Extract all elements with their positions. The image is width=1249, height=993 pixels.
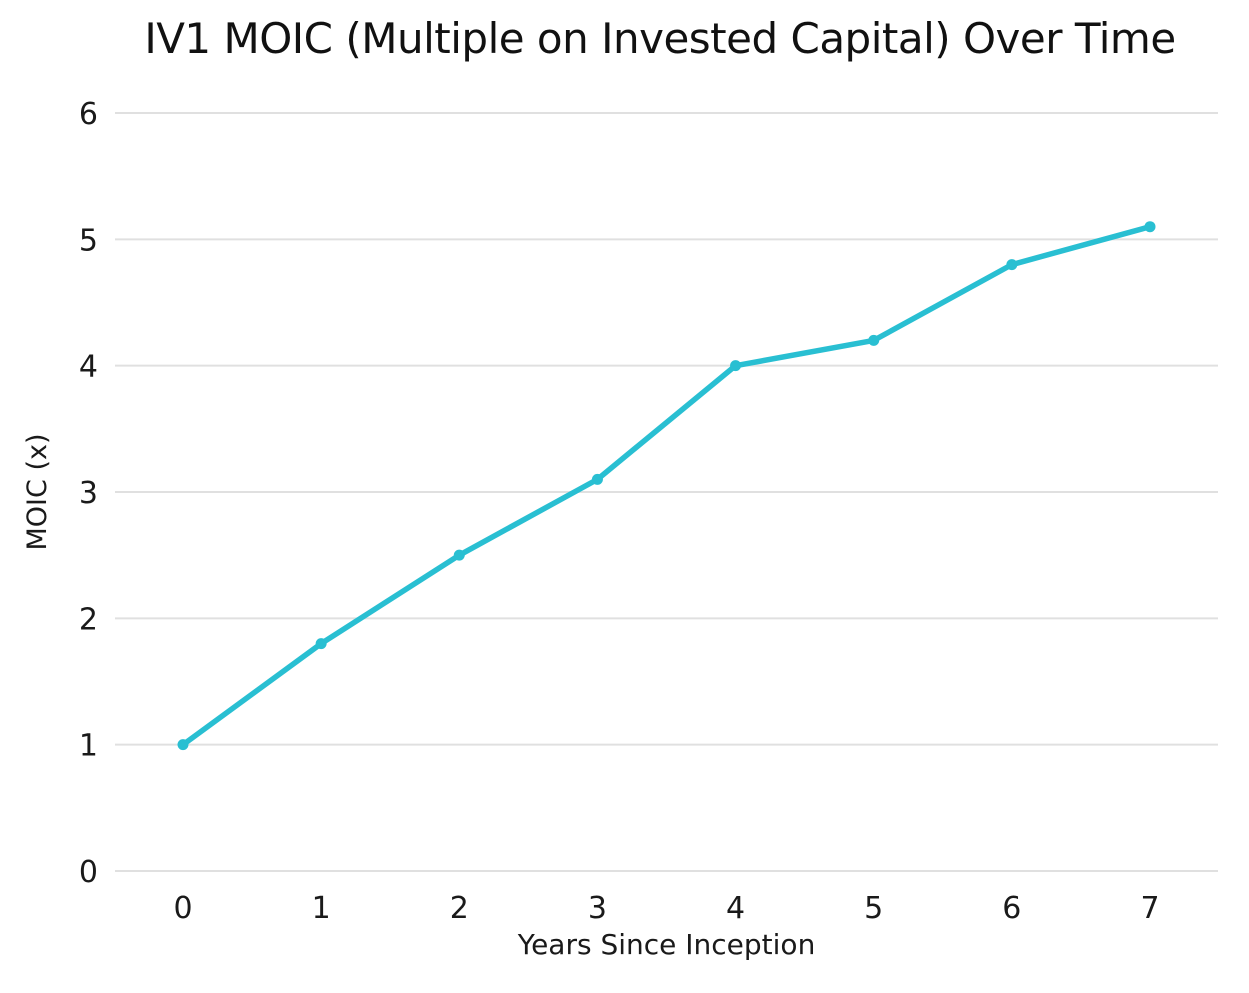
x-tick-label: 0 <box>173 891 192 926</box>
data-point-year-5 <box>868 334 880 346</box>
data-point-year-3 <box>591 473 603 485</box>
x-tick-label: 2 <box>450 891 469 926</box>
data-point-year-1 <box>315 638 327 650</box>
y-tick-label: 1 <box>79 729 98 764</box>
x-tick-label: 5 <box>864 891 883 926</box>
y-tick-label: 3 <box>79 476 98 511</box>
x-tick-label: 4 <box>726 891 745 926</box>
y-tick-label: 5 <box>79 223 98 258</box>
moic-line-series <box>180 223 1153 748</box>
y-tick-label: 6 <box>79 97 98 132</box>
data-point-year-4 <box>730 360 742 372</box>
data-point-year-6 <box>1006 259 1018 271</box>
x-axis-title: Years Since Inception <box>517 928 816 961</box>
y-tick-label: 0 <box>79 855 98 890</box>
y-tick-label: 2 <box>79 602 98 637</box>
data-point-year-2 <box>453 549 465 561</box>
x-tick-label: 7 <box>1140 891 1159 926</box>
x-tick-label: 1 <box>312 891 331 926</box>
y-tick-label: 4 <box>79 350 98 385</box>
chart-title: IV1 MOIC (Multiple on Invested Capital) … <box>144 14 1176 63</box>
x-tick-label: 6 <box>1002 891 1021 926</box>
x-tick-label: 3 <box>588 891 607 926</box>
data-point-year-7 <box>1144 221 1156 233</box>
data-point-year-0 <box>177 739 189 751</box>
